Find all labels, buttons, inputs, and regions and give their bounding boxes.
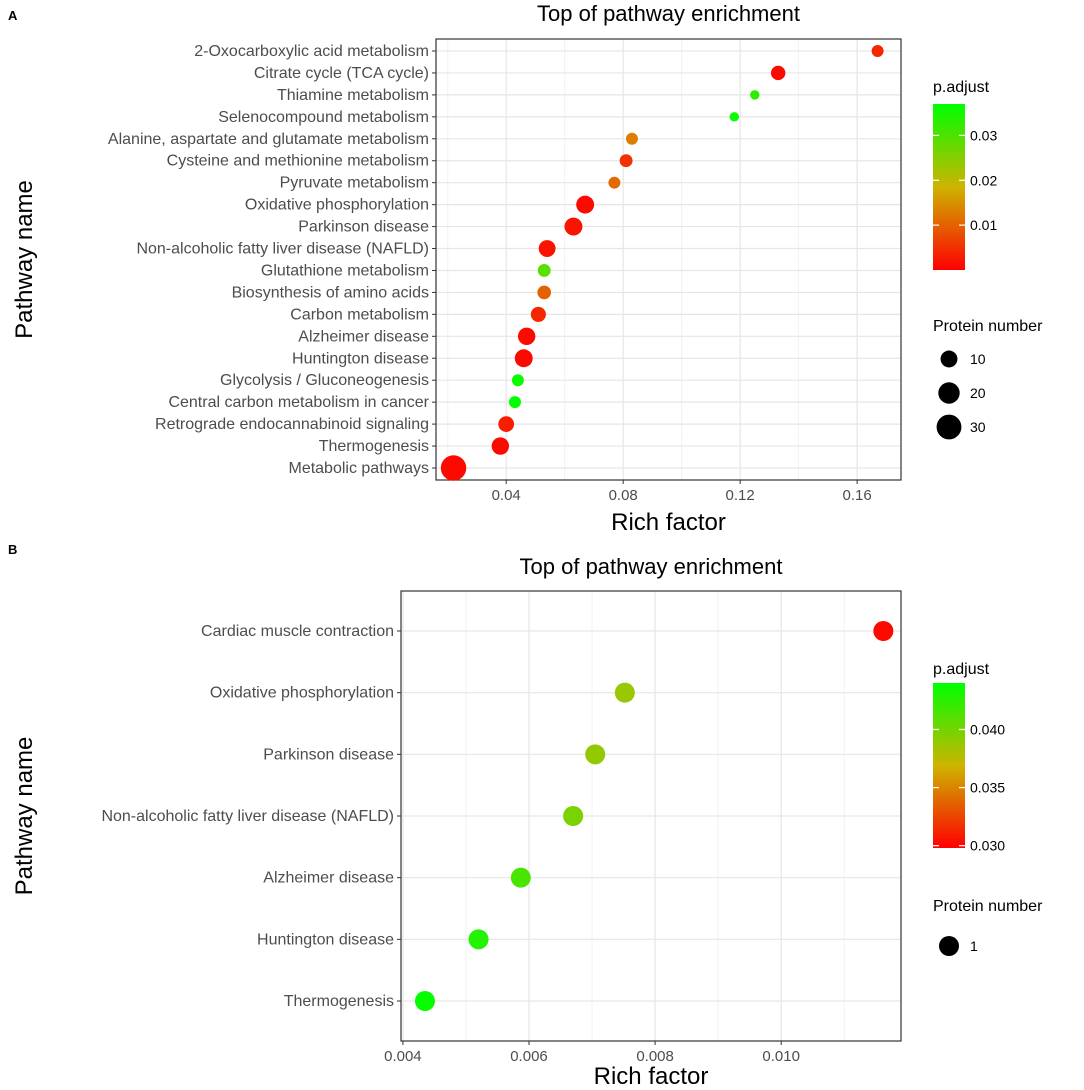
- panel-b-xtick-label: 0.006: [510, 1048, 548, 1065]
- panel-a-point: [530, 306, 546, 322]
- panel-a-ytick-label: Citrate cycle (TCA cycle): [254, 65, 429, 82]
- panel-b-point: [585, 744, 606, 765]
- panel-a-point: [537, 264, 551, 277]
- panel-a-xtick-label: 0.16: [843, 487, 872, 504]
- panel-b-ytick-label: Oxidative phosphorylation: [210, 685, 394, 702]
- panel-a-legend-colorbar: [933, 104, 965, 270]
- panel-b-xlabel: Rich factor: [594, 1063, 709, 1090]
- panel-a-point: [750, 90, 760, 100]
- panel-b-legend-size-dot: [939, 936, 959, 956]
- panel-a-legend-size-dot: [940, 350, 958, 368]
- panel-b-legend-colorbar: [933, 683, 965, 848]
- panel-a-ytick-label: Huntington disease: [292, 350, 429, 367]
- panel-a-xtick-label: 0.08: [609, 487, 638, 504]
- panel-a-frame: [435, 38, 902, 481]
- panel-a-ytick-label: 2-Oxocarboxylic acid metabolism: [194, 43, 429, 60]
- panel-b-point: [468, 929, 489, 950]
- panel-a-legend-color-label: 0.02: [970, 172, 997, 188]
- panel-b-legend-size-label: 1: [970, 938, 978, 954]
- panel-a-ylabel: Pathway name: [11, 180, 38, 339]
- panel-b-point: [614, 682, 635, 703]
- panel-b-point: [414, 991, 435, 1011]
- panel-b-xtick-label: 0.004: [384, 1048, 422, 1065]
- panel-a-ytick-label: Pyruvate metabolism: [280, 175, 429, 192]
- panel-b-letter: B: [8, 542, 17, 557]
- panel-b-chart: B Top of pathway enrichment 0.004 0.006 0.00…: [8, 542, 1043, 1090]
- panel-a-legend-size-label: 30: [970, 419, 986, 435]
- panel-a-ytick-label: Metabolic pathways: [288, 460, 429, 477]
- panel-a-point: [770, 65, 786, 81]
- panel-a-ytick-label: Alanine, aspartate and glutamate metabol…: [108, 131, 429, 148]
- panel-b-point: [510, 867, 531, 888]
- panel-a-point: [491, 437, 510, 455]
- panel-a-title: Top of pathway enrichment: [537, 1, 800, 26]
- panel-a-chart: A Top of pathway enrichment 0.04 0.08 0.12 0.…: [8, 1, 1043, 536]
- panel-a-grid: [436, 39, 901, 480]
- panel-b-ytick-label: Parkinson disease: [263, 746, 394, 763]
- panel-b-ytick-label: Huntington disease: [257, 931, 394, 948]
- panel-a-ytick-label: Glycolysis / Gluconeogenesis: [220, 372, 429, 389]
- panel-a-ytick-label: Oxidative phosphorylation: [245, 197, 429, 214]
- panel-a-xtick-label: 0.12: [726, 487, 755, 504]
- panel-a-point: [871, 45, 884, 57]
- panel-a-ytick-label: Central carbon metabolism in cancer: [168, 394, 429, 411]
- panel-a-xlabel: Rich factor: [611, 509, 726, 536]
- panel-b-ytick-label: Cardiac muscle contraction: [201, 623, 394, 640]
- panel-b-xtick-label: 0.010: [762, 1048, 800, 1065]
- panel-b-ytick-label: Non-alcoholic fatty liver disease (NAFLD…: [101, 808, 394, 825]
- panel-a-ytick-label: Cysteine and methionine metabolism: [167, 153, 429, 170]
- panel-a-ytick-label: Selenocompound metabolism: [218, 109, 429, 126]
- panel-b-grid: [401, 591, 901, 1041]
- panel-b-xtick-label: 0.008: [636, 1048, 674, 1065]
- panel-b-legend-color-label: 0.030: [970, 838, 1005, 854]
- panel-a-point: [517, 327, 536, 346]
- panel-a-ytick-label: Retrograde endocannabinoid signaling: [155, 416, 429, 433]
- panel-a-point: [729, 112, 740, 122]
- panel-a-point: [537, 285, 552, 300]
- panel-a-legend-size-title: Protein number: [933, 318, 1043, 335]
- panel-a-legend-size-label: 20: [970, 385, 986, 401]
- panel-a-legend-color-title: p.adjust: [933, 79, 990, 96]
- panel-b-legend-color-label: 0.035: [970, 780, 1005, 796]
- panel-a-ytick-label: Non-alcoholic fatty liver disease (NAFLD…: [136, 241, 429, 258]
- panel-b-ytick-label: Alzheimer disease: [263, 870, 394, 887]
- panel-a-point: [440, 455, 467, 481]
- panel-b-point: [563, 806, 584, 826]
- panel-a-point: [564, 217, 583, 236]
- panel-a-point: [619, 154, 633, 168]
- panel-a-legend-size-label: 10: [970, 351, 986, 367]
- panel-b-legend-size-title: Protein number: [933, 898, 1043, 915]
- panel-a-point: [625, 132, 638, 145]
- panel-a-legend-size-dot: [936, 414, 962, 440]
- panel-a-ytick-label: Parkinson disease: [298, 219, 429, 236]
- panel-a-point: [508, 396, 521, 409]
- panel-a-point: [511, 374, 524, 387]
- panel-a-ytick-label: Glutathione metabolism: [261, 262, 429, 279]
- panel-b-legend-color-title: p.adjust: [933, 661, 990, 678]
- panel-a-ytick-label: Thermogenesis: [319, 438, 429, 455]
- panel-a-point: [514, 349, 533, 368]
- panel-a-ytick-label: Biosynthesis of amino acids: [232, 284, 429, 301]
- panel-a-ytick-label: Alzheimer disease: [298, 328, 429, 345]
- panel-a-point: [538, 240, 556, 257]
- panel-a-legend-size-dot: [938, 382, 960, 404]
- panel-a-ytick-label: Carbon metabolism: [290, 306, 429, 323]
- panel-b-title: Top of pathway enrichment: [520, 554, 783, 579]
- panel-a-point: [498, 416, 515, 432]
- panel-a-legend-color-label: 0.01: [970, 217, 997, 233]
- panel-b-legend-color-label: 0.040: [970, 721, 1005, 737]
- panel-a-ytick-label: Thiamine metabolism: [277, 87, 429, 104]
- panel-b-ytick-label: Thermogenesis: [284, 993, 394, 1010]
- panel-a-letter: A: [8, 8, 18, 23]
- panel-a-point: [576, 195, 595, 214]
- panel-a-point: [608, 176, 621, 189]
- panel-a-xtick-label: 0.04: [492, 487, 521, 504]
- panel-b-ylabel: Pathway name: [11, 737, 38, 896]
- panel-b-point: [873, 621, 894, 641]
- panel-a-legend-color-label: 0.03: [970, 127, 997, 143]
